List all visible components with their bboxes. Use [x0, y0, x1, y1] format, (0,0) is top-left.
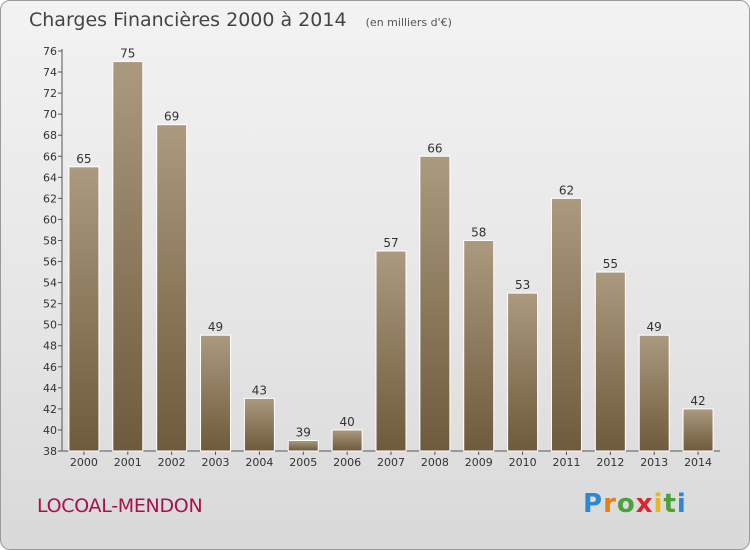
- chart-subtitle: (en milliers d'€): [365, 16, 452, 29]
- x-tick-label: 2004: [245, 456, 273, 469]
- y-tick-label: 42: [43, 403, 57, 416]
- chart-title: Charges Financières 2000 à 2014 (en mill…: [29, 9, 452, 31]
- bar: [112, 61, 144, 452]
- y-tick-label: 68: [43, 129, 57, 142]
- data-label: 43: [252, 383, 267, 397]
- bar: [156, 124, 188, 452]
- logo-letter: x: [635, 489, 654, 519]
- data-label: 65: [76, 152, 91, 166]
- data-label: 69: [164, 110, 179, 124]
- y-tick-label: 44: [43, 382, 57, 395]
- y-tick-label: 40: [43, 424, 57, 437]
- x-tick-label: 2013: [640, 456, 668, 469]
- x-tick-label: 2002: [158, 456, 186, 469]
- bar: [550, 197, 582, 452]
- data-label: 53: [515, 278, 530, 292]
- y-tick-label: 76: [43, 45, 57, 58]
- bar: [68, 166, 100, 452]
- bar: [507, 292, 539, 452]
- data-label: 39: [296, 425, 311, 439]
- bar: [682, 408, 714, 452]
- bar: [594, 271, 626, 452]
- bar: [375, 250, 407, 452]
- y-tick-label: 62: [43, 192, 57, 205]
- logo-letter: r: [603, 489, 617, 519]
- y-tick-label: 64: [43, 171, 57, 184]
- data-label: 66: [427, 141, 442, 155]
- data-label: 49: [647, 320, 662, 334]
- y-tick-label: 60: [43, 213, 57, 226]
- logo-letter: i: [653, 489, 664, 519]
- bar: [638, 334, 670, 452]
- y-tick-label: 74: [43, 66, 57, 79]
- bar: [287, 439, 319, 452]
- logo-letter: i: [676, 489, 687, 519]
- y-tick-label: 72: [43, 87, 57, 100]
- data-label: 55: [603, 257, 618, 271]
- data-label: 75: [120, 47, 135, 61]
- y-tick-label: 70: [43, 108, 57, 121]
- data-label: 40: [339, 415, 354, 429]
- bar: [243, 397, 275, 452]
- y-tick-label: 54: [43, 277, 57, 290]
- y-tick-label: 38: [43, 445, 57, 458]
- y-tick-label: 56: [43, 256, 57, 269]
- commune-name: LOCOAL-MENDON: [37, 495, 203, 517]
- x-tick-label: 2003: [202, 456, 230, 469]
- data-label: 58: [471, 225, 486, 239]
- x-tick-label: 2006: [333, 456, 361, 469]
- x-tick-label: 2009: [465, 456, 493, 469]
- chart-title-text: Charges Financières 2000 à 2014: [29, 9, 347, 31]
- y-tick-label: 50: [43, 319, 57, 332]
- x-tick-label: 2001: [114, 456, 142, 469]
- logo-letter: o: [616, 489, 636, 519]
- x-tick-label: 2008: [421, 456, 449, 469]
- data-label: 57: [383, 236, 398, 250]
- proxiti-logo: Proxiti: [583, 489, 687, 519]
- x-tick-label: 2014: [684, 456, 712, 469]
- logo-letter: t: [663, 489, 677, 519]
- y-tick-label: 46: [43, 361, 57, 374]
- bar: [200, 334, 232, 452]
- y-tick-label: 48: [43, 340, 57, 353]
- data-label: 42: [690, 394, 705, 408]
- y-tick-label: 66: [43, 150, 57, 163]
- x-tick-label: 2011: [552, 456, 580, 469]
- x-tick-label: 2007: [377, 456, 405, 469]
- chart-labels: 2000 65 2001 75 2002 69 2003 49 2004 43 2005 39 2006…: [70, 47, 712, 469]
- x-tick-label: 2012: [596, 456, 624, 469]
- chart-bars: [68, 61, 714, 452]
- bar: [331, 429, 363, 452]
- logo-letter: P: [583, 489, 604, 519]
- data-label: 62: [559, 183, 574, 197]
- x-tick-label: 2000: [70, 456, 98, 469]
- y-tick-label: 58: [43, 234, 57, 247]
- x-tick-label: 2005: [289, 456, 317, 469]
- x-tick-label: 2010: [509, 456, 537, 469]
- y-tick-label: 52: [43, 298, 57, 311]
- bar: [419, 155, 451, 452]
- data-label: 49: [208, 320, 223, 334]
- bar: [463, 239, 495, 452]
